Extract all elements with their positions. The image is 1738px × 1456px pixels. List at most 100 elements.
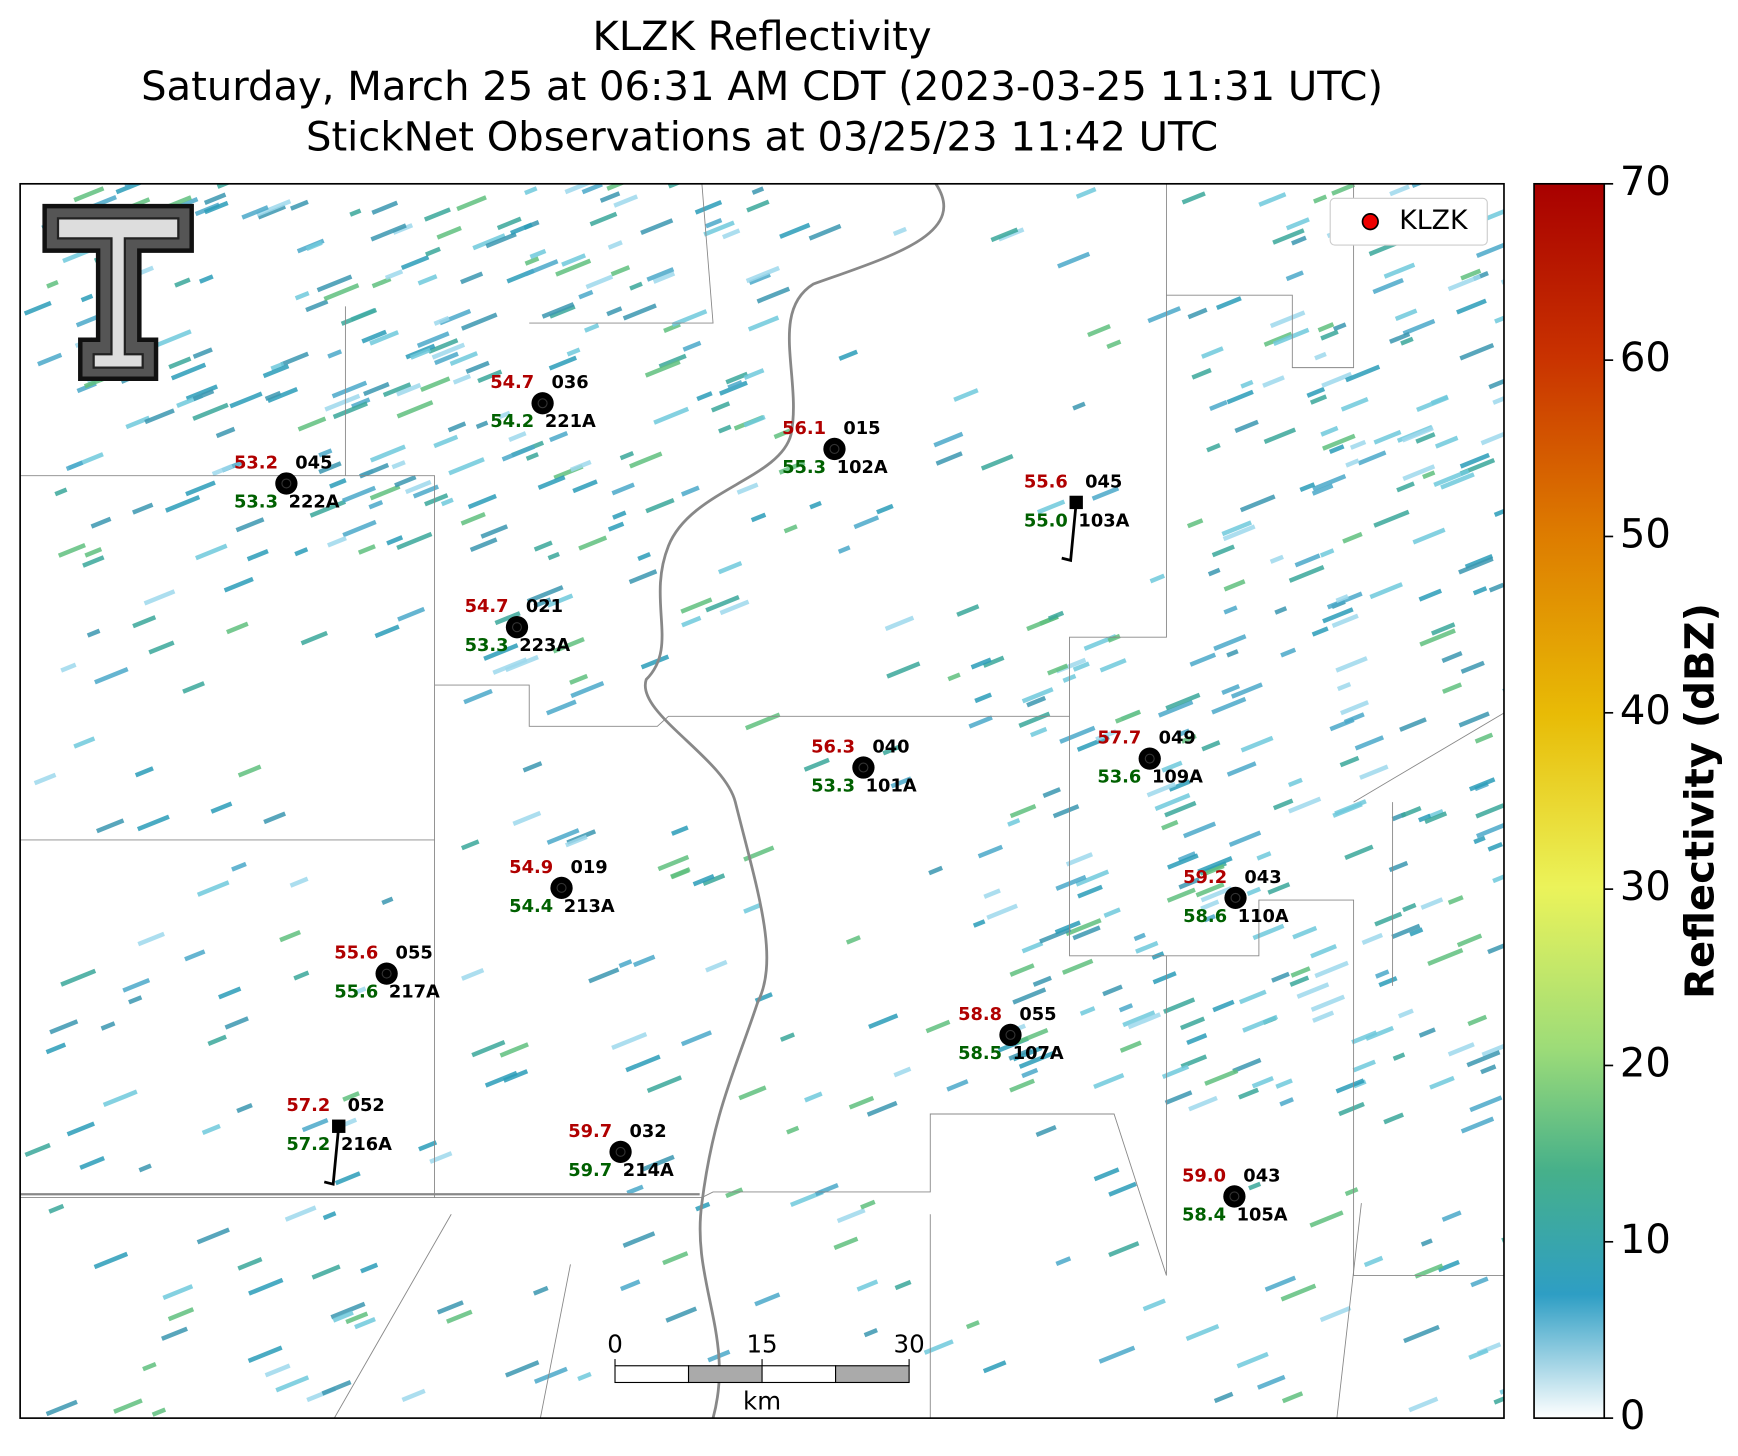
echo bbox=[345, 1311, 369, 1325]
station-ring bbox=[511, 622, 522, 633]
echo bbox=[1403, 1324, 1440, 1344]
echo bbox=[1420, 1238, 1433, 1247]
echo bbox=[1103, 907, 1121, 918]
echo bbox=[1108, 1241, 1140, 1258]
echo bbox=[224, 1016, 249, 1030]
echo bbox=[1456, 933, 1483, 948]
echo bbox=[705, 594, 740, 613]
echo bbox=[1335, 594, 1349, 603]
echo bbox=[746, 199, 770, 213]
echo bbox=[1009, 1078, 1035, 1093]
echo bbox=[66, 1121, 95, 1137]
echo bbox=[1400, 806, 1422, 818]
echo bbox=[1083, 634, 1117, 651]
echo bbox=[555, 258, 592, 277]
echo bbox=[1296, 982, 1330, 999]
echo bbox=[1419, 628, 1456, 647]
echo bbox=[1077, 884, 1103, 899]
echo bbox=[613, 194, 639, 208]
echo bbox=[658, 353, 687, 369]
echo bbox=[368, 500, 384, 510]
dewpoint: 55.6 bbox=[334, 982, 378, 1003]
echo bbox=[1195, 882, 1225, 898]
temperature: 56.3 bbox=[811, 736, 855, 757]
echo bbox=[396, 400, 434, 419]
echo bbox=[1383, 1112, 1404, 1125]
echo bbox=[1240, 379, 1254, 389]
echo bbox=[1288, 796, 1322, 814]
echo bbox=[431, 342, 466, 360]
echo bbox=[505, 1360, 540, 1378]
echo bbox=[745, 712, 781, 731]
echo bbox=[279, 929, 301, 943]
echo bbox=[599, 191, 621, 203]
echo bbox=[215, 426, 236, 439]
echo bbox=[1447, 895, 1464, 905]
echo bbox=[136, 814, 170, 832]
station-ring bbox=[829, 443, 840, 454]
temperature: 59.2 bbox=[1183, 867, 1227, 888]
station-ring bbox=[1230, 892, 1241, 903]
echo bbox=[1161, 760, 1183, 773]
echo bbox=[374, 624, 400, 639]
echo bbox=[1203, 914, 1216, 923]
echo bbox=[456, 195, 487, 212]
echo bbox=[1230, 682, 1263, 699]
echo bbox=[745, 265, 780, 284]
echo bbox=[1418, 1027, 1436, 1038]
echo bbox=[743, 368, 765, 380]
echo bbox=[1197, 856, 1233, 874]
echo bbox=[1311, 626, 1329, 637]
echo bbox=[645, 497, 675, 514]
echo bbox=[1488, 582, 1504, 593]
station-marker bbox=[275, 472, 298, 495]
echo bbox=[235, 517, 265, 533]
echo bbox=[923, 1339, 954, 1355]
echo bbox=[184, 949, 206, 962]
echo bbox=[1458, 556, 1494, 575]
echo bbox=[612, 510, 627, 520]
echo bbox=[546, 699, 577, 716]
echo bbox=[460, 271, 484, 285]
dewpoint: 58.5 bbox=[958, 1043, 1002, 1064]
echo bbox=[1102, 984, 1123, 997]
echo bbox=[1441, 1210, 1462, 1222]
echo bbox=[845, 935, 861, 945]
echo bbox=[1047, 663, 1069, 676]
colorbar-tick-label: 40 bbox=[1620, 688, 1671, 734]
echo bbox=[446, 1309, 473, 1324]
echo bbox=[1280, 1283, 1317, 1302]
echo bbox=[1258, 192, 1287, 207]
echo bbox=[1332, 322, 1347, 332]
echo bbox=[1391, 923, 1421, 940]
echo bbox=[1343, 712, 1365, 725]
echo bbox=[1108, 1181, 1137, 1197]
echo bbox=[1340, 700, 1369, 716]
echo bbox=[1280, 647, 1297, 658]
echo bbox=[195, 543, 228, 561]
echo bbox=[1310, 994, 1346, 1012]
echo bbox=[894, 1279, 912, 1291]
echo bbox=[297, 416, 327, 432]
echo bbox=[256, 199, 292, 217]
echo bbox=[968, 715, 993, 729]
echo bbox=[316, 274, 353, 293]
echo bbox=[144, 408, 175, 425]
echo bbox=[754, 1292, 781, 1307]
wind-direction: 015 bbox=[843, 418, 880, 439]
echo bbox=[471, 1040, 506, 1058]
echo bbox=[1251, 1076, 1274, 1089]
echo bbox=[1057, 251, 1091, 269]
echo bbox=[33, 772, 57, 786]
echo bbox=[1314, 351, 1327, 361]
echo bbox=[628, 569, 658, 585]
echo bbox=[412, 484, 439, 499]
echo bbox=[646, 267, 675, 282]
echo bbox=[1201, 346, 1224, 359]
echo bbox=[1344, 844, 1374, 860]
echo bbox=[1238, 1087, 1259, 1100]
dewpoint: 53.3 bbox=[811, 775, 855, 796]
echo bbox=[439, 308, 472, 326]
echo bbox=[369, 444, 406, 463]
wind-direction: 052 bbox=[348, 1095, 385, 1116]
